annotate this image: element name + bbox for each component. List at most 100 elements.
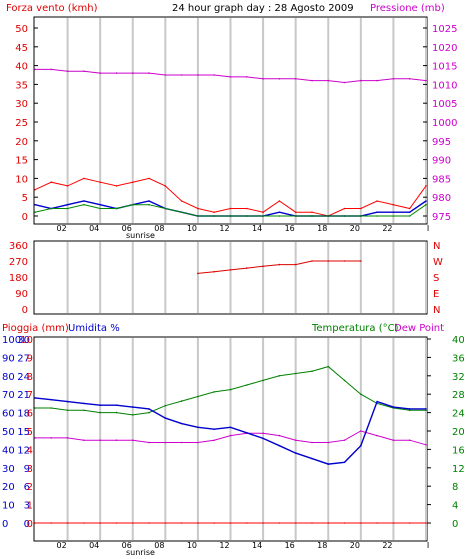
wind-speed-line-point bbox=[148, 200, 150, 202]
temperature-line-point bbox=[408, 409, 411, 412]
temperature-line-point bbox=[343, 379, 346, 382]
hour-tick-label-top: 08 bbox=[154, 224, 164, 233]
temperature-line-point bbox=[180, 400, 183, 402]
wind-tick-label: 10 bbox=[15, 174, 28, 185]
hour-tick-label-bottom: 14 bbox=[252, 541, 262, 550]
compass-tick-label: N bbox=[433, 305, 440, 316]
wind-avg-line-point bbox=[197, 215, 199, 217]
wind-avg-line-point bbox=[327, 215, 330, 217]
pressure-axis-title: Pressione (mb) bbox=[370, 3, 445, 14]
wind-gust-line-point bbox=[360, 207, 362, 210]
temperature-line-point bbox=[115, 411, 118, 414]
pressure-line-point bbox=[376, 79, 378, 82]
rain-line-point bbox=[246, 522, 248, 524]
direction-line bbox=[197, 260, 361, 274]
humidity-line-point bbox=[278, 444, 281, 447]
dewpoint-line-point bbox=[148, 441, 150, 444]
pressure-line-point bbox=[425, 79, 427, 82]
wind-gust-line-point bbox=[197, 207, 199, 210]
humidity-tick-label: 27 bbox=[17, 353, 30, 364]
pressure-tick-label: 1015 bbox=[432, 62, 457, 73]
wind-speed-line-point bbox=[66, 203, 69, 206]
humidity-line-point bbox=[213, 428, 215, 431]
direction-line-point bbox=[327, 260, 330, 262]
hour-tick-label-bottom: I bbox=[427, 541, 429, 550]
rain-tick-label: 6 bbox=[27, 409, 33, 420]
hour-tick-label-bottom: 06 bbox=[122, 541, 132, 550]
humidity-line-point bbox=[50, 398, 53, 401]
wind-gust-line-point bbox=[180, 200, 183, 202]
rain-line-point bbox=[360, 522, 362, 524]
wind-avg-line-point bbox=[99, 207, 101, 210]
humidity-line-point bbox=[262, 437, 264, 440]
humidity-line-point bbox=[246, 432, 248, 434]
rain-tick-label: 7 bbox=[27, 390, 33, 401]
wind-avg-line-point bbox=[294, 215, 297, 217]
wind-avg-line-point bbox=[425, 203, 427, 206]
rain-axis-title: Pioggia (mm) bbox=[2, 323, 69, 334]
wind-tick-label: 5 bbox=[22, 193, 28, 204]
temperature-line-point bbox=[360, 393, 362, 396]
pressure-line-point bbox=[213, 74, 215, 76]
pressure-tick-label: 985 bbox=[432, 174, 451, 185]
wind-avg-line-point bbox=[213, 215, 215, 217]
dewpoint-line-point bbox=[115, 439, 118, 442]
wind-tick-label: 25 bbox=[15, 118, 28, 129]
wind-gust-line-point bbox=[50, 181, 53, 183]
humidity-line-point bbox=[115, 404, 118, 407]
wind-avg-line-point bbox=[246, 215, 248, 217]
temperature-tick-label: 20 bbox=[452, 427, 465, 438]
pressure-tick-label: 1010 bbox=[432, 80, 457, 91]
hour-tick-label-top: 16 bbox=[285, 224, 295, 233]
temperature-line-point bbox=[311, 370, 313, 373]
dewpoint-line-point bbox=[132, 439, 134, 442]
wind-avg-line-point bbox=[262, 215, 264, 217]
compass-tick-label: N bbox=[433, 241, 440, 252]
temperature-line-point bbox=[83, 409, 85, 412]
rain-tick-label: 0 bbox=[27, 519, 33, 530]
wind-avg-line-point bbox=[278, 215, 281, 217]
rain-line-point bbox=[408, 522, 411, 524]
humidity-outer-tick-label: 20 bbox=[2, 482, 15, 493]
rain-line-point bbox=[34, 522, 36, 524]
rain-line-point bbox=[392, 522, 395, 524]
direction-line-point bbox=[278, 263, 281, 266]
temperature-tick-label: 0 bbox=[452, 519, 458, 530]
direction-line-point bbox=[343, 260, 346, 262]
dewpoint-line-point bbox=[213, 439, 215, 442]
temperature-line-point bbox=[246, 384, 248, 386]
humidity-line-point bbox=[164, 417, 167, 419]
pressure-tick-label: 990 bbox=[432, 156, 451, 167]
humidity-tick-label: 21 bbox=[17, 390, 30, 401]
wind-gust-line-point bbox=[376, 200, 378, 202]
pressure-line-point bbox=[197, 74, 199, 76]
humidity-line-point bbox=[197, 426, 199, 429]
rain-line-point bbox=[83, 522, 85, 524]
humidity-line-point bbox=[34, 397, 36, 399]
wind-tick-label: 20 bbox=[15, 137, 28, 148]
data-series bbox=[34, 68, 427, 524]
hour-tick-label-top: 06 bbox=[122, 224, 132, 233]
direction-grid bbox=[66, 242, 427, 313]
wind-avg-line-point bbox=[229, 215, 232, 217]
humidity-outer-tick-label: 30 bbox=[2, 464, 15, 475]
hour-tick-label-top: 20 bbox=[350, 224, 360, 233]
humidity-line-point bbox=[180, 422, 183, 425]
wind-axis-title: Forza vento (kmh) bbox=[6, 3, 98, 14]
hour-tick-label-top: 10 bbox=[187, 224, 197, 233]
wind-avg-line-point bbox=[408, 215, 411, 217]
temperature-tick-label: 24 bbox=[452, 409, 465, 420]
direction-line-point bbox=[262, 265, 264, 268]
pressure-line-point bbox=[408, 78, 411, 80]
rain-line-point bbox=[376, 522, 378, 524]
humidity-tick-label: 6 bbox=[24, 482, 30, 493]
humidity-line-point bbox=[392, 406, 395, 408]
humidity-tick-label: 0 bbox=[24, 519, 30, 530]
wind-gust-line-point bbox=[229, 207, 232, 210]
hour-tick-label-bottom: 22 bbox=[382, 541, 392, 550]
wind-avg-line-point bbox=[34, 211, 36, 213]
pressure-line-point bbox=[132, 72, 134, 74]
rain-line-point bbox=[197, 522, 199, 524]
direction-line-point bbox=[197, 272, 199, 275]
